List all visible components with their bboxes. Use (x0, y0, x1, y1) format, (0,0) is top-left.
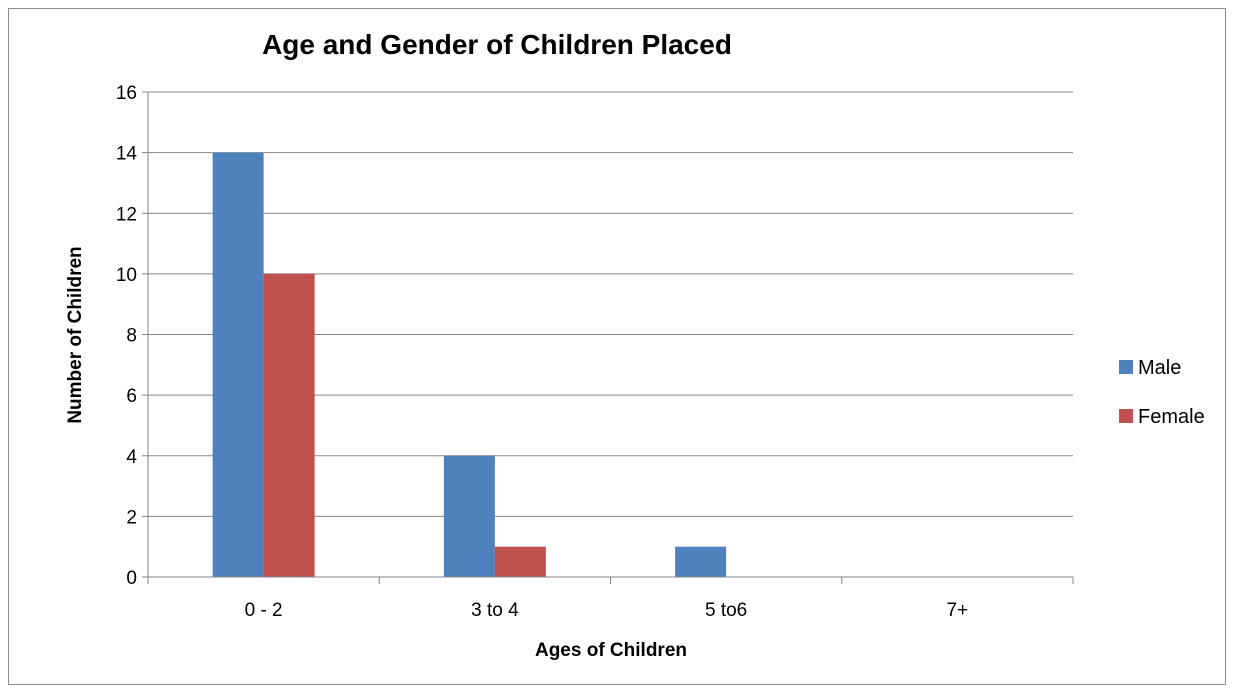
y-tick-label: 16 (116, 83, 137, 104)
x-tick-labels: 0 - 2 3 to 4 5 to6 7+ (245, 600, 969, 621)
y-tick-label: 8 (126, 326, 137, 347)
legend-swatch-male (1119, 360, 1133, 374)
x-tick-label: 7+ (947, 600, 969, 621)
x-tick-label: 3 to 4 (471, 600, 519, 621)
y-tick-label: 0 (126, 568, 137, 589)
y-tick-label: 12 (116, 204, 137, 225)
y-tick-label: 14 (116, 144, 138, 165)
y-tick-labels: 0 2 4 6 8 10 12 14 16 (116, 83, 138, 589)
bar-male-3 (675, 546, 727, 577)
bar-female-2 (494, 546, 546, 577)
y-tick-label: 6 (126, 386, 137, 407)
legend-label-female: Female (1138, 406, 1205, 428)
legend-label-male: Male (1138, 357, 1181, 379)
axes (142, 91, 1074, 584)
x-axis-label: Ages of Children (535, 640, 687, 661)
chart-title: Age and Gender of Children Placed (262, 29, 732, 60)
legend-swatch-female (1119, 409, 1133, 423)
bar-male-1 (212, 152, 264, 577)
y-tick-label: 4 (126, 447, 137, 468)
bars (212, 152, 727, 577)
y-tick-label: 10 (116, 265, 137, 286)
x-tick-label: 5 to6 (705, 600, 747, 621)
bar-female-1 (263, 273, 315, 577)
bar-male-2 (443, 455, 495, 577)
chart-frame (8, 8, 1226, 685)
x-tick-label: 0 - 2 (245, 600, 283, 621)
y-tick-label: 2 (126, 507, 137, 528)
y-axis-label: Number of Children (65, 246, 86, 423)
legend: Male Female (1119, 357, 1205, 428)
